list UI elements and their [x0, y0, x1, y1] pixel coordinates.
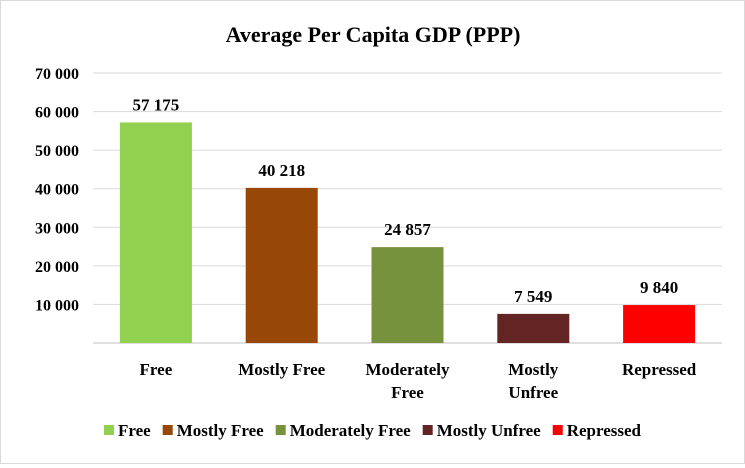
legend-swatch — [422, 425, 433, 435]
x-axis: Free Mostly Free Moderately Free Mostly Unfre… — [140, 360, 697, 402]
y-tick-label: 60 000 — [35, 105, 79, 122]
x-tick-label: Free — [140, 360, 173, 379]
bar — [119, 122, 192, 343]
data-label: 24 857 — [384, 220, 431, 239]
legend-swatch — [552, 425, 563, 435]
y-tick-label: 70 000 — [35, 66, 79, 83]
bar — [371, 247, 444, 343]
legend-label: Repressed — [567, 421, 642, 440]
x-tick-label: Free — [391, 383, 424, 402]
legend-label: Free — [118, 421, 151, 440]
x-tick-label: Mostly Free — [238, 360, 325, 379]
bars: 57 175 40 218 24 857 7 549 9 840 — [119, 95, 696, 343]
bar — [623, 305, 696, 343]
gridlines — [93, 72, 722, 344]
legend-label: Mostly Unfree — [437, 421, 541, 440]
data-label: 9 840 — [640, 278, 678, 297]
data-label: 57 175 — [133, 95, 180, 114]
data-label: 40 218 — [258, 161, 305, 180]
legend-swatch — [103, 425, 114, 435]
y-tick-label: 20 000 — [35, 259, 79, 276]
legend-swatch — [162, 425, 173, 435]
y-tick-label: 30 000 — [35, 220, 79, 237]
bar — [497, 313, 570, 343]
x-tick-label: Unfree — [508, 383, 558, 402]
x-tick-label: Mostly — [508, 360, 559, 379]
x-tick-label: Repressed — [622, 360, 697, 379]
legend: Free Mostly Free Moderately Free Mostly Unf… — [103, 421, 642, 440]
y-tick-label: 50 000 — [35, 143, 79, 160]
chart-title: Average Per Capita GDP (PPP) — [226, 22, 521, 47]
data-label: 7 549 — [514, 287, 552, 306]
y-tick-label: 10 000 — [35, 297, 79, 314]
legend-swatch — [275, 425, 286, 435]
x-tick-label: Moderately — [365, 360, 450, 379]
bar — [245, 187, 318, 343]
y-tick-label: 40 000 — [35, 182, 79, 199]
y-axis: 10 000 20 000 30 000 40 000 50 000 60 000 70 0… — [35, 66, 79, 314]
legend-label: Moderately Free — [290, 421, 411, 440]
legend-label: Mostly Free — [177, 421, 264, 440]
